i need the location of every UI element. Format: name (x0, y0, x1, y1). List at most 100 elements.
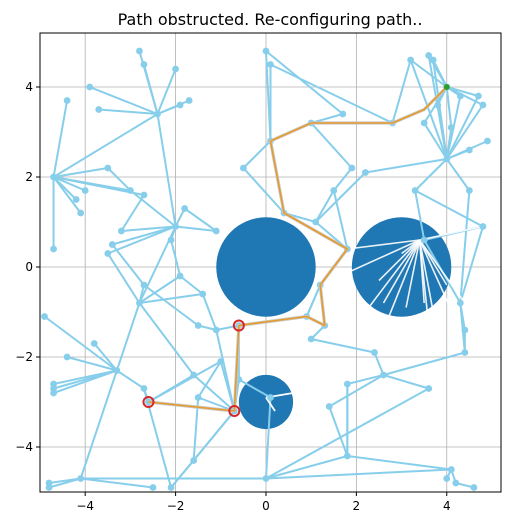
graph-node (362, 169, 369, 176)
graph-edge (414, 189, 484, 228)
graph-edge (201, 293, 218, 331)
graph-edge (43, 315, 118, 372)
ray-line (418, 239, 462, 331)
graph-edge (80, 477, 154, 489)
graph-node (140, 191, 148, 199)
ray-line (418, 239, 430, 326)
graph-edge (107, 167, 132, 192)
graph-edge (121, 225, 176, 232)
axis-ticks: −4 −2 0 2 4 −4 −2 0 2 4 (15, 80, 450, 513)
graph-node (190, 371, 198, 379)
graph-edge (157, 99, 190, 115)
x-tick-label: 0 (262, 499, 270, 513)
graph-node (484, 137, 491, 145)
graph-edge (143, 284, 199, 327)
y-tick-label: 4 (25, 80, 33, 94)
graph-edge (197, 396, 235, 412)
ray-line (418, 239, 434, 313)
graph-edge (66, 356, 118, 372)
graph-edge (156, 68, 177, 115)
graph-node (126, 187, 134, 194)
graph-edge (242, 140, 272, 169)
sample-marker (232, 319, 245, 332)
graph-node (117, 227, 125, 235)
graph-edge (410, 59, 448, 88)
graph-node (140, 281, 148, 289)
graph-edge (265, 468, 452, 480)
ray-line (419, 225, 484, 241)
graph-edge (138, 302, 195, 376)
graph-node (465, 187, 473, 194)
graph-node (77, 475, 85, 482)
graph-node (77, 209, 85, 217)
graph-node (475, 92, 482, 100)
graph-edge (264, 397, 272, 479)
graph-edge (328, 406, 349, 457)
graph-node (425, 385, 433, 392)
graph-edge (193, 374, 236, 412)
graph-node (470, 484, 478, 491)
y-tick-label: 0 (25, 260, 33, 274)
graph-node (90, 340, 98, 347)
graph-edge (147, 360, 222, 403)
graph-node (262, 47, 270, 55)
graph-node (167, 484, 175, 491)
graph-node (456, 299, 464, 307)
graph-node (465, 146, 473, 154)
graph-edge (310, 338, 375, 354)
graph-edge (107, 225, 176, 255)
graph-edge (445, 95, 480, 160)
graph-node (411, 187, 419, 194)
graph-node (167, 236, 175, 244)
graph-node (262, 475, 270, 482)
graph-node (425, 52, 433, 59)
graph-node (371, 349, 378, 356)
graph-edge (414, 158, 448, 192)
graph-node (172, 65, 179, 73)
graph-edge (436, 104, 448, 160)
graph-edge (170, 459, 195, 489)
graph-edge (115, 302, 141, 371)
graph-edge (53, 176, 86, 192)
graph-node (479, 223, 487, 230)
graph-edge (265, 455, 348, 480)
graph-edge (129, 189, 177, 228)
graph-edge (215, 329, 236, 412)
x-tick-label: 2 (353, 499, 361, 513)
graph-edge (53, 369, 118, 394)
graph-node (154, 110, 161, 118)
graph-edge (423, 122, 448, 160)
graph-edge (142, 64, 159, 115)
graph-edge (314, 190, 335, 223)
graph-edge (139, 293, 203, 304)
graph-node (50, 173, 57, 181)
graph-edge (106, 252, 141, 304)
graph-node (343, 380, 351, 388)
graph-edge (111, 243, 145, 286)
graph-edge (53, 167, 108, 178)
graph-edge (53, 113, 159, 178)
x-tick-label: −2 (167, 499, 185, 513)
graph-node (104, 250, 112, 257)
x-tick-label: 4 (443, 499, 451, 513)
graph-edge (347, 455, 452, 471)
graph-node (461, 349, 469, 356)
graph-edge (175, 225, 217, 232)
graph-edge (314, 171, 367, 223)
graph-node (140, 61, 148, 68)
graph-node (185, 97, 193, 104)
ray-fan (265, 225, 484, 412)
graph-edge (459, 190, 471, 304)
graph-edge (373, 352, 385, 376)
graph-edge (98, 108, 158, 115)
graph-node (45, 484, 53, 491)
chart-title: Path obstructed. Re-configuring path.. (118, 10, 423, 29)
graph-edge (305, 284, 322, 317)
ray-line (378, 239, 421, 282)
ray-line (401, 239, 421, 255)
graph-node (194, 394, 202, 401)
graph-node (181, 205, 189, 212)
graph-node (140, 385, 148, 392)
graph-edge (184, 207, 217, 232)
graph-node (63, 353, 71, 361)
